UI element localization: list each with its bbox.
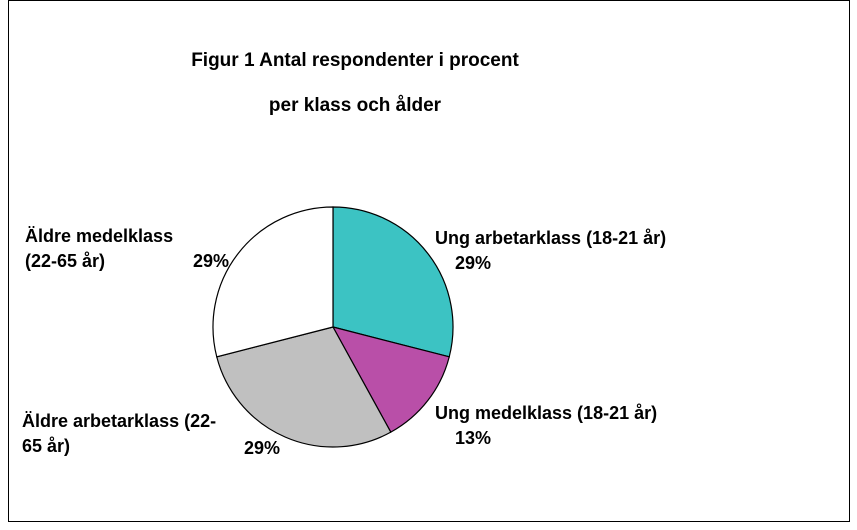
pie: [212, 206, 454, 448]
pie-slice: [212, 206, 334, 358]
pie-slice: [332, 206, 454, 358]
pie-slice: [216, 326, 392, 448]
pie-slice: [331, 326, 450, 433]
value-label: 13%: [455, 428, 492, 448]
slice-label: Ung arbetarklass (18-21 år): [435, 228, 667, 248]
frame: [8, 0, 850, 522]
chart-title: Figur 1 Antal respondenter i procent per…: [191, 50, 519, 116]
slice-label: Ung medelklass (18-21 år): [435, 403, 658, 423]
slice-label: Äldre arbetarklass (22-65 år): [22, 411, 217, 456]
value-label: 29%: [193, 251, 230, 271]
value-label: 29%: [455, 253, 492, 273]
value-label: 29%: [244, 438, 281, 458]
slice-label: Äldre medelklass (22-65 år): [25, 226, 174, 271]
